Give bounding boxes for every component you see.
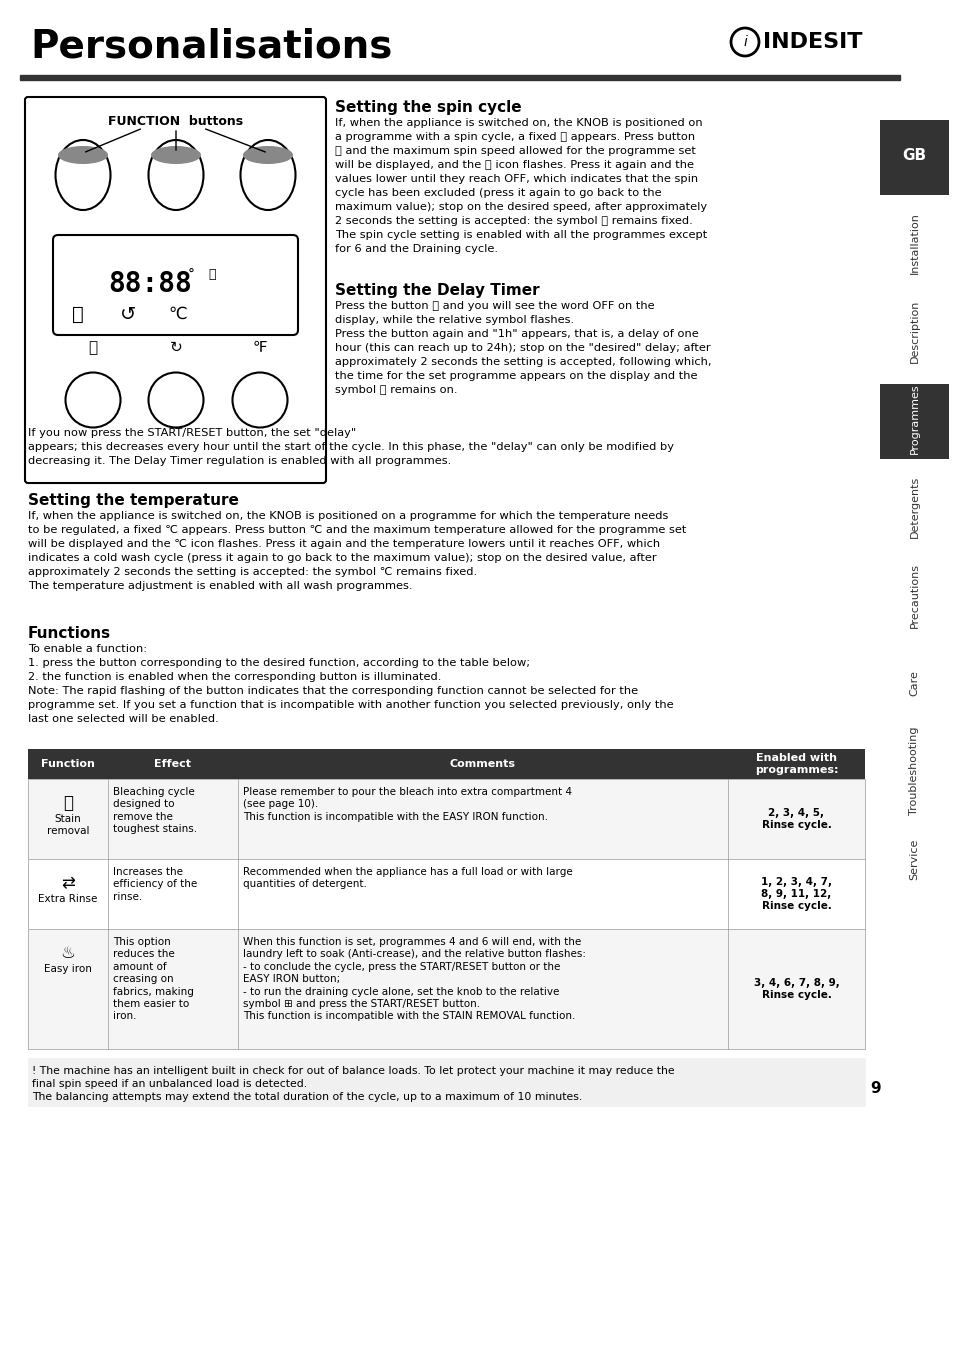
- Text: Programmes: Programmes: [908, 384, 919, 454]
- Text: 1, 2, 3, 4, 7,
8, 9, 11, 12,
Rinse cycle.: 1, 2, 3, 4, 7, 8, 9, 11, 12, Rinse cycle…: [760, 877, 831, 912]
- Bar: [879, 561, 948, 635]
- Text: Please remember to pour the bleach into extra compartment 4
(see page 10).
This : Please remember to pour the bleach into …: [243, 788, 572, 821]
- Bar: [28, 780, 864, 859]
- Text: Troubleshooting: Troubleshooting: [908, 727, 919, 815]
- Text: ⇄: ⇄: [61, 874, 75, 892]
- Text: ↺: ↺: [120, 305, 136, 324]
- Text: FUNCTION  buttons: FUNCTION buttons: [108, 115, 243, 128]
- FancyBboxPatch shape: [25, 97, 326, 484]
- Bar: [20, 76, 899, 80]
- Text: ♨: ♨: [60, 944, 75, 962]
- Text: Personalisations: Personalisations: [30, 28, 392, 66]
- Text: This option
reduces the
amount of
creasing on
fabrics, making
them easier to
iro: This option reduces the amount of creasi…: [112, 938, 193, 1021]
- Text: To enable a function:
1. press the button corresponding to the desired function,: To enable a function: 1. press the butto…: [28, 644, 673, 724]
- Text: ℉: ℉: [253, 340, 267, 355]
- Text: Extra Rinse: Extra Rinse: [38, 894, 97, 904]
- Text: 3, 4, 6, 7, 8, 9,
Rinse cycle.: 3, 4, 6, 7, 8, 9, Rinse cycle.: [753, 978, 839, 1000]
- Text: Function: Function: [41, 759, 95, 769]
- Ellipse shape: [240, 141, 295, 209]
- FancyBboxPatch shape: [53, 235, 297, 335]
- Bar: [28, 780, 864, 859]
- Text: Comments: Comments: [450, 759, 516, 769]
- Ellipse shape: [243, 146, 293, 163]
- Text: Stain
removal: Stain removal: [47, 815, 90, 836]
- Bar: [879, 824, 948, 898]
- Text: If you now press the START/RESET button, the set "delay"
appears; this decreases: If you now press the START/RESET button,…: [28, 428, 673, 466]
- Text: When this function is set, programmes 4 and 6 will end, with the
laundry left to: When this function is set, programmes 4 …: [243, 938, 585, 1021]
- Text: ⓢ: ⓢ: [89, 340, 97, 355]
- Ellipse shape: [149, 373, 203, 427]
- Text: 88:88: 88:88: [108, 270, 192, 299]
- Text: If, when the appliance is switched on, the KNOB is positioned on a programme for: If, when the appliance is switched on, t…: [28, 511, 685, 590]
- Ellipse shape: [66, 373, 120, 427]
- Text: Enabled with
programmes:: Enabled with programmes:: [754, 754, 838, 775]
- Ellipse shape: [55, 141, 111, 209]
- Text: Detergents: Detergents: [908, 476, 919, 538]
- Text: Service: Service: [908, 839, 919, 880]
- Text: Increases the
efficiency of the
rinse.: Increases the efficiency of the rinse.: [112, 867, 197, 902]
- Bar: [879, 384, 948, 459]
- Bar: [28, 929, 864, 1048]
- Text: Recommended when the appliance has a full load or with large
quantities of deter: Recommended when the appliance has a ful…: [243, 867, 572, 889]
- Text: ⓢ: ⓢ: [72, 305, 84, 324]
- Text: 📞: 📞: [63, 794, 73, 812]
- Text: Care: Care: [908, 670, 919, 696]
- Text: Setting the spin cycle: Setting the spin cycle: [335, 100, 521, 115]
- Text: i: i: [742, 35, 746, 49]
- Bar: [28, 859, 864, 929]
- Bar: [879, 471, 948, 547]
- Ellipse shape: [151, 146, 201, 163]
- Text: 9: 9: [869, 1081, 880, 1096]
- Text: 🔒: 🔒: [208, 267, 215, 281]
- Text: ↻: ↻: [170, 340, 182, 355]
- Bar: [879, 120, 948, 195]
- Ellipse shape: [58, 146, 108, 163]
- Text: Description: Description: [908, 300, 919, 362]
- Text: INDESIT: INDESIT: [762, 32, 862, 51]
- Ellipse shape: [149, 141, 203, 209]
- Bar: [879, 208, 948, 282]
- Text: ! The machine has an intelligent built in check for out of balance loads. To let: ! The machine has an intelligent built i…: [32, 1066, 674, 1102]
- Text: Effect: Effect: [154, 759, 192, 769]
- Text: ℃: ℃: [169, 305, 187, 323]
- Text: Bleaching cycle
designed to
remove the
toughest stains.: Bleaching cycle designed to remove the t…: [112, 788, 197, 834]
- Bar: [879, 736, 948, 811]
- Bar: [28, 929, 864, 1048]
- Bar: [28, 1058, 864, 1106]
- Text: Precautions: Precautions: [908, 562, 919, 627]
- Text: Press the button ⌛ and you will see the word OFF on the
display, while the relat: Press the button ⌛ and you will see the …: [335, 301, 711, 394]
- Text: GB: GB: [902, 147, 925, 162]
- Text: Setting the temperature: Setting the temperature: [28, 493, 238, 508]
- Text: °: °: [188, 267, 194, 282]
- Ellipse shape: [233, 373, 287, 427]
- Text: Easy iron: Easy iron: [44, 965, 91, 974]
- Bar: [879, 648, 948, 723]
- Bar: [879, 296, 948, 372]
- Bar: [28, 859, 864, 929]
- Text: If, when the appliance is switched on, the KNOB is positioned on
a programme wit: If, when the appliance is switched on, t…: [335, 118, 706, 254]
- Text: Setting the Delay Timer: Setting the Delay Timer: [335, 282, 539, 299]
- Text: 2, 3, 4, 5,
Rinse cycle.: 2, 3, 4, 5, Rinse cycle.: [760, 808, 831, 831]
- Bar: [28, 748, 864, 780]
- Text: Installation: Installation: [908, 212, 919, 274]
- Text: Functions: Functions: [28, 626, 111, 640]
